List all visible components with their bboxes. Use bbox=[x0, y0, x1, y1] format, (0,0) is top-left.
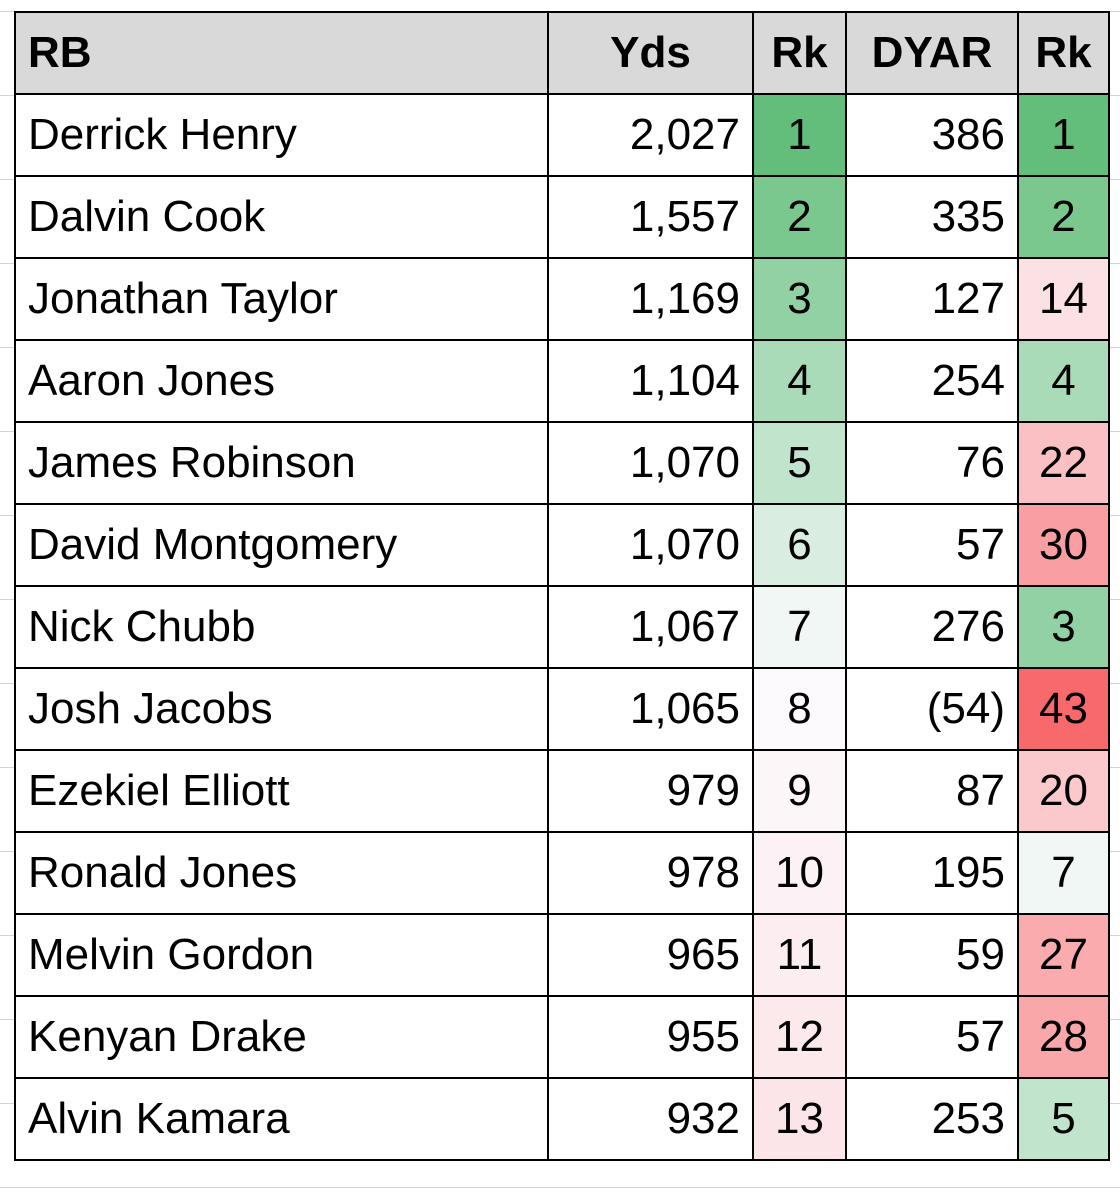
value-cell: 1,557 bbox=[547, 175, 754, 259]
rank-cell: 4 bbox=[1017, 339, 1110, 423]
rank-cell: 30 bbox=[1017, 503, 1110, 587]
rank-cell: 12 bbox=[752, 995, 847, 1079]
rank-cell: 9 bbox=[752, 749, 847, 833]
player-name: Melvin Gordon bbox=[14, 913, 549, 997]
value-cell: 87 bbox=[845, 749, 1019, 833]
value-cell: 254 bbox=[845, 339, 1019, 423]
table-row: David Montgomery 1,070 6 57 30 bbox=[14, 503, 1110, 587]
table-row: James Robinson 1,070 5 76 22 bbox=[14, 421, 1110, 505]
value-cell: 386 bbox=[845, 93, 1019, 177]
player-name: Dalvin Cook bbox=[14, 175, 549, 259]
value-cell: 1,070 bbox=[547, 503, 754, 587]
player-name: David Montgomery bbox=[14, 503, 549, 587]
value-cell: 965 bbox=[547, 913, 754, 997]
rank-cell: 5 bbox=[752, 421, 847, 505]
table-row: Josh Jacobs 1,065 8 (54) 43 bbox=[14, 667, 1110, 751]
rank-cell: 5 bbox=[1017, 1077, 1110, 1161]
value-cell: 932 bbox=[547, 1077, 754, 1161]
value-cell: 978 bbox=[547, 831, 754, 915]
player-name: Josh Jacobs bbox=[14, 667, 549, 751]
header-row: RB Yds Rk DYAR Rk bbox=[14, 11, 1110, 95]
rank-cell: 1 bbox=[752, 93, 847, 177]
table-row: Ezekiel Elliott 979 9 87 20 bbox=[14, 749, 1110, 833]
player-name: Aaron Jones bbox=[14, 339, 549, 423]
value-cell: 276 bbox=[845, 585, 1019, 669]
header-cell: Rk bbox=[1017, 11, 1110, 95]
header-cell: Rk bbox=[752, 11, 847, 95]
table-row: Jonathan Taylor 1,169 3 127 14 bbox=[14, 257, 1110, 341]
rank-cell: 1 bbox=[1017, 93, 1110, 177]
table-row: Alvin Kamara 932 13 253 5 bbox=[14, 1077, 1110, 1161]
value-cell: 1,067 bbox=[547, 585, 754, 669]
value-cell: 955 bbox=[547, 995, 754, 1079]
header-cell: RB bbox=[14, 11, 549, 95]
value-cell: (54) bbox=[845, 667, 1019, 751]
rank-cell: 14 bbox=[1017, 257, 1110, 341]
rank-cell: 27 bbox=[1017, 913, 1110, 997]
value-cell: 2,027 bbox=[547, 93, 754, 177]
rank-cell: 10 bbox=[752, 831, 847, 915]
header-cell: Yds bbox=[547, 11, 754, 95]
rank-cell: 6 bbox=[752, 503, 847, 587]
rank-cell: 13 bbox=[752, 1077, 847, 1161]
player-name: Alvin Kamara bbox=[14, 1077, 549, 1161]
value-cell: 1,065 bbox=[547, 667, 754, 751]
value-cell: 253 bbox=[845, 1077, 1019, 1161]
rank-cell: 4 bbox=[752, 339, 847, 423]
table-row: Ronald Jones 978 10 195 7 bbox=[14, 831, 1110, 915]
table-row: Derrick Henry 2,027 1 386 1 bbox=[14, 93, 1110, 177]
player-name: Ezekiel Elliott bbox=[14, 749, 549, 833]
rank-cell: 3 bbox=[752, 257, 847, 341]
rank-cell: 2 bbox=[1017, 175, 1110, 259]
player-name: Nick Chubb bbox=[14, 585, 549, 669]
rank-cell: 20 bbox=[1017, 749, 1110, 833]
value-cell: 59 bbox=[845, 913, 1019, 997]
rank-cell: 11 bbox=[752, 913, 847, 997]
value-cell: 979 bbox=[547, 749, 754, 833]
player-name: Derrick Henry bbox=[14, 93, 549, 177]
value-cell: 195 bbox=[845, 831, 1019, 915]
rank-cell: 3 bbox=[1017, 585, 1110, 669]
rank-cell: 43 bbox=[1017, 667, 1110, 751]
player-name: Jonathan Taylor bbox=[14, 257, 549, 341]
player-name: James Robinson bbox=[14, 421, 549, 505]
header-cell: DYAR bbox=[845, 11, 1019, 95]
rank-cell: 28 bbox=[1017, 995, 1110, 1079]
rank-cell: 7 bbox=[752, 585, 847, 669]
value-cell: 57 bbox=[845, 503, 1019, 587]
value-cell: 335 bbox=[845, 175, 1019, 259]
table-row: Kenyan Drake 955 12 57 28 bbox=[14, 995, 1110, 1079]
rank-cell: 8 bbox=[752, 667, 847, 751]
value-cell: 1,070 bbox=[547, 421, 754, 505]
rank-cell: 22 bbox=[1017, 421, 1110, 505]
value-cell: 127 bbox=[845, 257, 1019, 341]
value-cell: 1,104 bbox=[547, 339, 754, 423]
table-row: Aaron Jones 1,104 4 254 4 bbox=[14, 339, 1110, 423]
player-name: Kenyan Drake bbox=[14, 995, 549, 1079]
table-row: Melvin Gordon 965 11 59 27 bbox=[14, 913, 1110, 997]
table-row: Nick Chubb 1,067 7 276 3 bbox=[14, 585, 1110, 669]
rb-table: RB Yds Rk DYAR Rk Derrick Henry 2,027 1 386 1 Dal… bbox=[14, 11, 1110, 1161]
rank-cell: 7 bbox=[1017, 831, 1110, 915]
table-row: Dalvin Cook 1,557 2 335 2 bbox=[14, 175, 1110, 259]
value-cell: 76 bbox=[845, 421, 1019, 505]
value-cell: 1,169 bbox=[547, 257, 754, 341]
rank-cell: 2 bbox=[752, 175, 847, 259]
player-name: Ronald Jones bbox=[14, 831, 549, 915]
value-cell: 57 bbox=[845, 995, 1019, 1079]
